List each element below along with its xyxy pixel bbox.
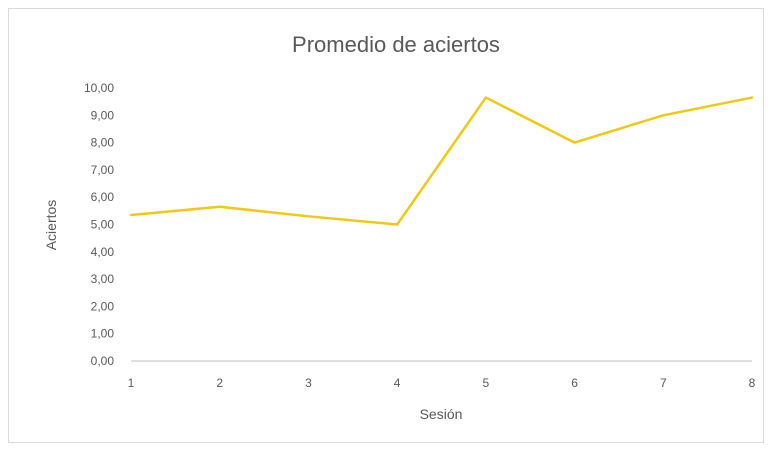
y-axis-title: Aciertos — [43, 200, 59, 251]
y-tick-label: 8,00 — [91, 136, 115, 150]
y-tick-label: 3,00 — [91, 272, 115, 286]
series-line — [129, 96, 754, 226]
x-axis-title: Sesión — [420, 406, 463, 422]
x-tick-label: 3 — [305, 376, 312, 390]
y-tick-label: 5,00 — [91, 218, 115, 232]
y-tick-label: 4,00 — [91, 245, 115, 259]
y-tick-label: 9,00 — [91, 108, 115, 122]
x-axis-ticks: 1 2 3 4 5 6 7 8 — [128, 376, 756, 390]
y-tick-label: 2,00 — [91, 299, 115, 313]
series-layer — [129, 96, 754, 226]
y-tick-label: 10,00 — [84, 81, 114, 95]
y-tick-label: 0,00 — [91, 354, 115, 368]
x-tick-label: 6 — [571, 376, 578, 390]
y-tick-label: 6,00 — [91, 190, 115, 204]
chart-frame — [8, 8, 764, 443]
x-tick-label: 1 — [128, 376, 135, 390]
y-tick-label: 1,00 — [91, 327, 115, 341]
x-tick-label: 5 — [483, 376, 490, 390]
x-tick-label: 8 — [749, 376, 756, 390]
x-tick-label: 4 — [394, 376, 401, 390]
x-tick-label: 2 — [216, 376, 223, 390]
y-axis-ticks: 0,00 1,00 2,00 3,00 4,00 5,00 6,00 7,00 8,00 9,00… — [84, 81, 114, 368]
x-tick-label: 7 — [660, 376, 667, 390]
y-tick-label: 7,00 — [91, 163, 115, 177]
chart-title: Promedio de aciertos — [292, 32, 500, 57]
